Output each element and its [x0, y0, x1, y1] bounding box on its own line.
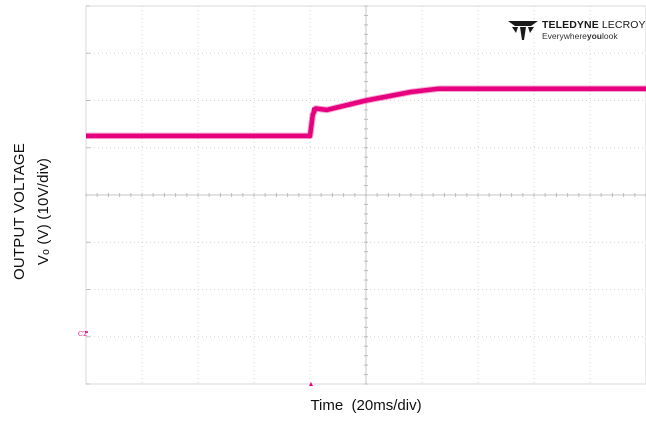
markers: C2 [78, 330, 313, 386]
logo-brand: TELEDYNE LECROY [542, 19, 646, 31]
x-axis-label: Time (20ms/div) [310, 397, 422, 414]
logo-tagline: Everywhereyoulook [542, 31, 618, 41]
logo-brand-light: LECROY [601, 19, 646, 31]
logo-icon [508, 21, 538, 40]
logo-brand-bold: TELEDYNE [542, 19, 599, 31]
logo-tagline-pre: Everywhere [542, 31, 587, 41]
grid [85, 5, 646, 385]
trace-spike [309, 107, 314, 137]
trace-c2 [86, 85, 646, 140]
channel-marker-c2: C2 [78, 330, 87, 338]
logo-tagline-post: look [602, 31, 618, 41]
trigger-marker [309, 382, 313, 386]
logo-tagline-bold: you [586, 31, 603, 41]
teledyne-lecroy-logo: TELEDYNE LECROY Everywhereyoulook [508, 16, 646, 44]
